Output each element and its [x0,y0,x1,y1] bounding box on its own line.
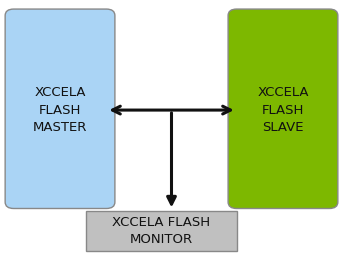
Text: XCCELA
FLASH
MASTER: XCCELA FLASH MASTER [33,86,87,134]
Text: XCCELA
FLASH
SLAVE: XCCELA FLASH SLAVE [257,86,309,134]
FancyBboxPatch shape [86,211,237,251]
FancyBboxPatch shape [228,9,338,208]
Text: XCCELA FLASH
MONITOR: XCCELA FLASH MONITOR [112,216,210,246]
FancyBboxPatch shape [5,9,115,208]
